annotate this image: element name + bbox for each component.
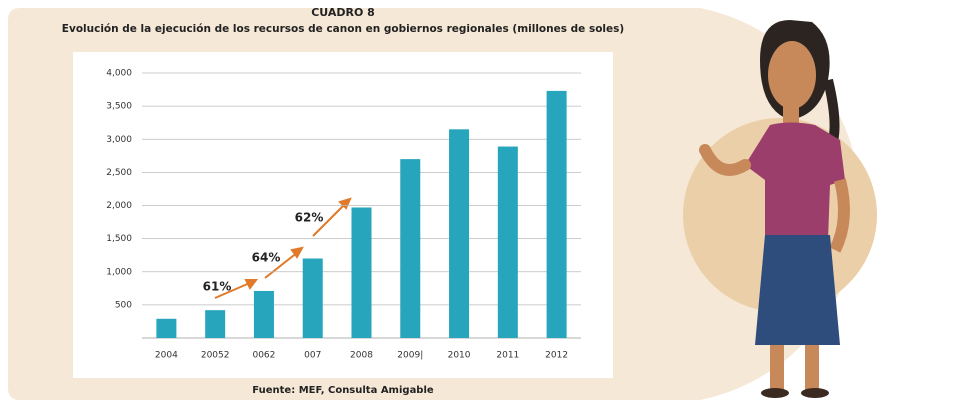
x-tick-label: 2004 xyxy=(155,351,178,361)
chart-box xyxy=(73,52,613,378)
bar xyxy=(449,129,469,338)
y-tick-label: 500 xyxy=(115,300,132,310)
y-tick-label: 1,500 xyxy=(106,234,132,244)
annotation: 61% xyxy=(203,280,232,294)
bar xyxy=(352,207,372,338)
source-note: Fuente: MEF, Consulta Amigable xyxy=(252,385,434,396)
page: CUADRO 8 Evolución de la ejecución de lo… xyxy=(0,0,961,405)
x-tick-label: 2012 xyxy=(545,351,568,361)
y-tick-label: 1,000 xyxy=(106,267,132,277)
y-tick-label: 2,000 xyxy=(106,201,132,211)
chart-title: CUADRO 8 xyxy=(311,6,375,19)
bar xyxy=(547,91,567,338)
annotation: 62% xyxy=(295,211,324,225)
bar xyxy=(400,159,420,338)
x-tick-label: 2011 xyxy=(496,351,519,361)
x-tick-label: 2009| xyxy=(397,351,423,361)
y-tick-label: 4,000 xyxy=(106,69,132,79)
x-tick-label: 007 xyxy=(304,351,321,361)
bar xyxy=(205,310,225,338)
bar xyxy=(303,259,323,339)
bar xyxy=(498,147,518,338)
bar xyxy=(254,291,274,338)
y-tick-label: 2,500 xyxy=(106,168,132,178)
x-tick-label: 2010 xyxy=(448,351,471,361)
x-tick-label: 0062 xyxy=(252,351,275,361)
x-tick-label: 20052 xyxy=(201,351,230,361)
chart-subtitle: Evolución de la ejecución de los recurso… xyxy=(62,23,624,35)
annotation: 64% xyxy=(252,251,281,265)
bar xyxy=(156,319,176,338)
x-tick-label: 2008 xyxy=(350,351,373,361)
y-tick-label: 3,500 xyxy=(106,102,132,112)
y-tick-label: 3,000 xyxy=(106,135,132,145)
